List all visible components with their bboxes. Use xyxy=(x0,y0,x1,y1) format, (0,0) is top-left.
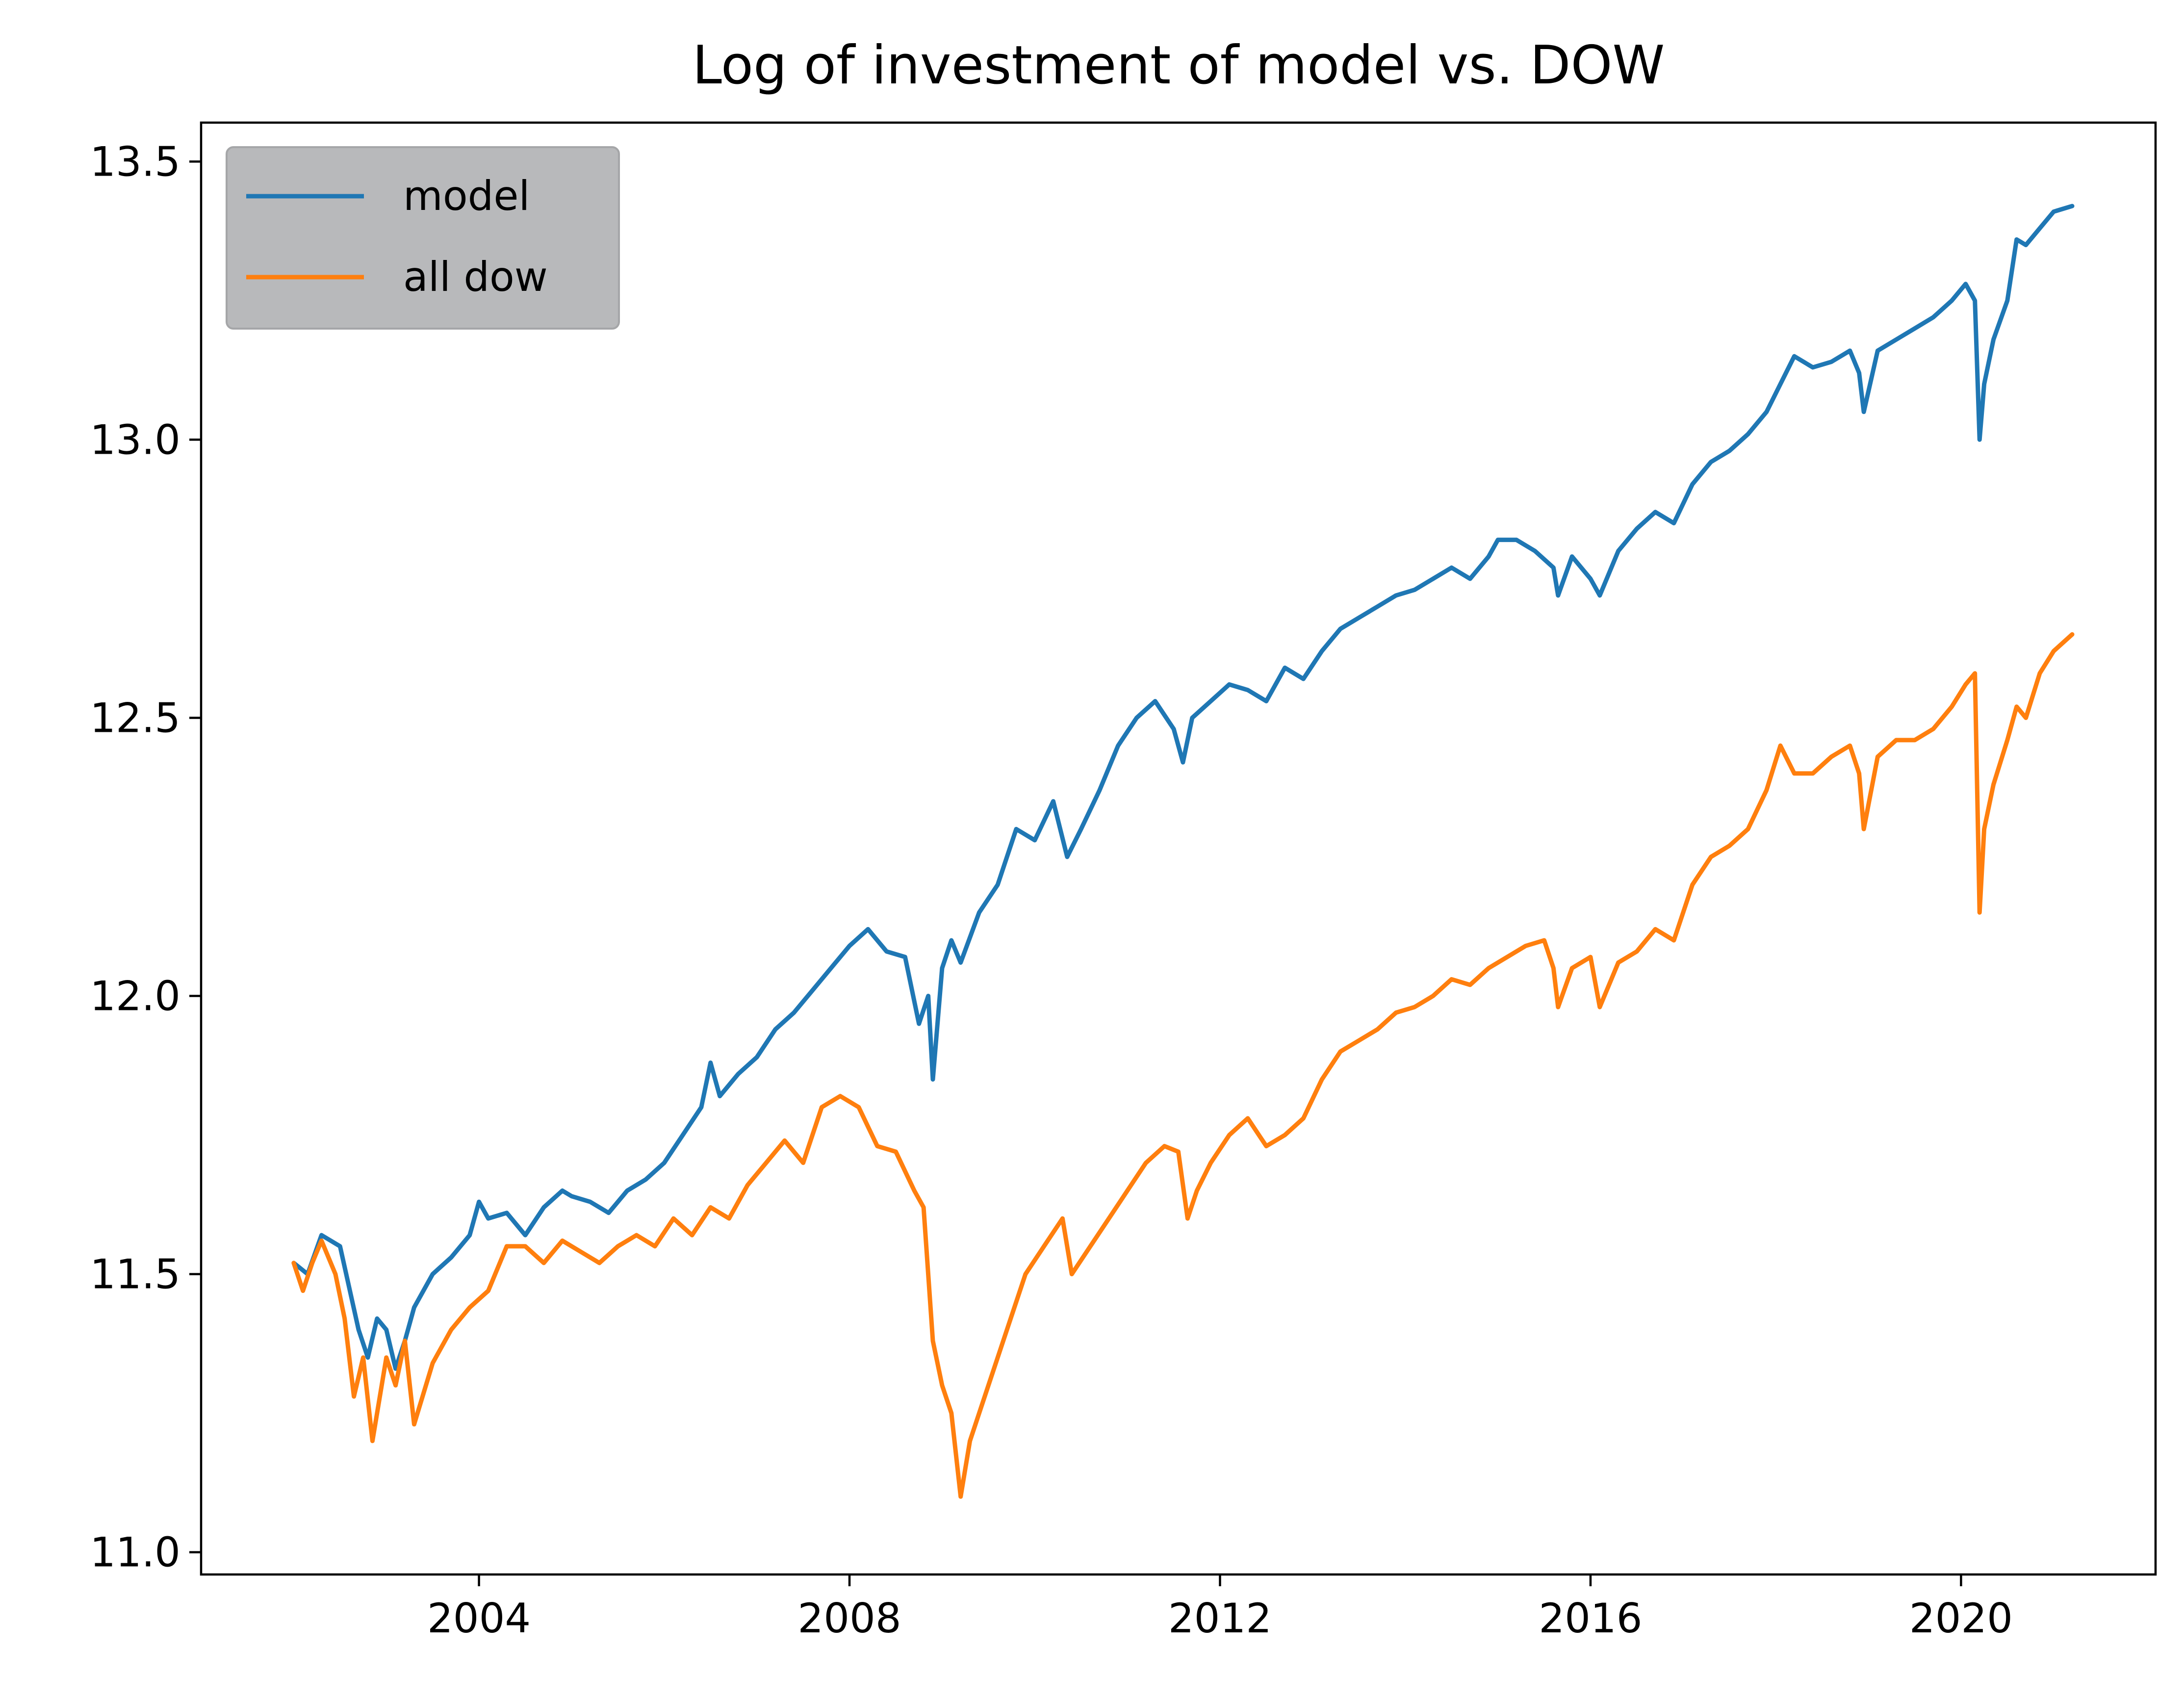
chart-title: Log of investment of model vs. DOW xyxy=(693,35,1665,96)
y-tick-label: 12.0 xyxy=(90,973,180,1020)
x-tick-label: 2004 xyxy=(427,1595,531,1642)
legend-label: model xyxy=(403,172,530,220)
x-tick-label: 2020 xyxy=(1909,1595,2013,1642)
legend-box xyxy=(226,146,620,330)
x-tick-label: 2012 xyxy=(1168,1595,1272,1642)
y-tick-label: 13.5 xyxy=(90,138,180,185)
x-tick-label: 2016 xyxy=(1539,1595,1642,1642)
plot-frame xyxy=(200,121,2157,1576)
legend-label: all dow xyxy=(403,253,548,301)
axes: 2004 2008 2012 2016 2020 11.0 11.5 12.0 12.5 13.0… xyxy=(90,121,2157,1642)
y-tick-label: 13.0 xyxy=(90,416,180,464)
x-tick-label: 2008 xyxy=(797,1595,901,1642)
legend: model all dow xyxy=(226,146,620,330)
series-line-all-dow xyxy=(291,632,2075,1499)
y-tick-label: 11.5 xyxy=(90,1251,180,1298)
y-tick-label: 11.0 xyxy=(90,1529,180,1576)
plot-area xyxy=(291,204,2075,1499)
y-tick-label: 12.5 xyxy=(90,694,180,742)
series-line-model xyxy=(291,204,2075,1371)
